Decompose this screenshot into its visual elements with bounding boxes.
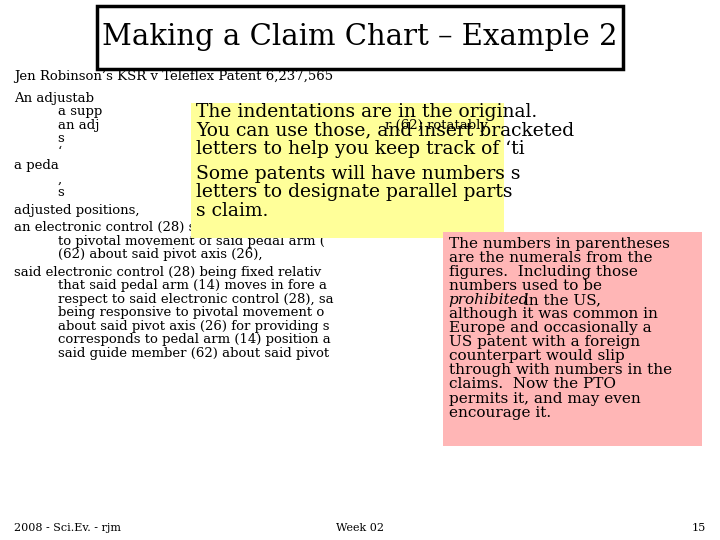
Text: 2008 - Sci.Ev. - rjm: 2008 - Sci.Ev. - rjm: [14, 523, 122, 533]
Text: permits it, and may even: permits it, and may even: [449, 392, 640, 406]
Text: adjusted positions,: adjusted positions,: [14, 204, 140, 217]
Text: Week 02: Week 02: [336, 523, 384, 533]
Text: that said pedal arm (14) moves in fore a: that said pedal arm (14) moves in fore a: [58, 279, 327, 292]
Text: although it was common in: although it was common in: [449, 307, 657, 321]
Text: claims.  Now the PTO: claims. Now the PTO: [449, 377, 616, 392]
Text: letters to help you keep track of ‘ti: letters to help you keep track of ‘ti: [196, 140, 524, 158]
Text: encourage it.: encourage it.: [449, 406, 551, 420]
Text: through with numbers in the: through with numbers in the: [449, 363, 672, 377]
Text: corresponds to pedal arm (14) position a: corresponds to pedal arm (14) position a: [58, 333, 330, 346]
Text: are the numerals from the: are the numerals from the: [449, 251, 652, 265]
Text: Europe and occasionally a: Europe and occasionally a: [449, 321, 651, 335]
Text: s: s: [58, 132, 64, 145]
Text: said electronic control (28) being fixed relativ: said electronic control (28) being fixed…: [14, 266, 322, 279]
Text: s claim.: s claim.: [196, 201, 269, 220]
Bar: [443, 232, 702, 446]
Text: figures.  Including those: figures. Including those: [449, 265, 637, 279]
Text: a supp: a supp: [58, 105, 102, 118]
FancyBboxPatch shape: [97, 6, 623, 69]
Text: counterpart would slip: counterpart would slip: [449, 349, 624, 363]
Text: letters to designate parallel parts: letters to designate parallel parts: [196, 183, 513, 201]
Text: r (62) rotatably: r (62) rotatably: [385, 119, 488, 132]
Text: You can use those, and insert bracketed: You can use those, and insert bracketed: [196, 122, 574, 140]
Text: Some patents will have numbers s: Some patents will have numbers s: [196, 165, 521, 183]
Text: Jen Robinson’s KSR v Teleflex Patent 6,237,565: Jen Robinson’s KSR v Teleflex Patent 6,2…: [14, 70, 333, 83]
Text: an electronic control (28) supported on said s: an electronic control (28) supported on …: [14, 221, 320, 234]
Text: an adj: an adj: [58, 119, 99, 132]
Text: Making a Claim Chart – Example 2: Making a Claim Chart – Example 2: [102, 23, 618, 51]
Text: 15: 15: [691, 523, 706, 533]
Bar: [191, 103, 504, 238]
Text: prohibited: prohibited: [449, 293, 529, 307]
Text: US patent with a foreign: US patent with a foreign: [449, 335, 639, 349]
Text: being responsive to pivotal movement o: being responsive to pivotal movement o: [58, 306, 324, 319]
Text: in the US,: in the US,: [519, 293, 601, 307]
Text: The indentations are in the original.: The indentations are in the original.: [196, 103, 537, 122]
Text: (62) about said pivot axis (26),: (62) about said pivot axis (26),: [58, 248, 262, 261]
Text: respect to said electronic control (28), sa: respect to said electronic control (28),…: [58, 293, 333, 306]
Text: The numbers in parentheses: The numbers in parentheses: [449, 237, 670, 251]
Text: s: s: [58, 186, 64, 199]
Text: ,: ,: [58, 173, 62, 186]
Text: to pivotal movement of said pedal arm (: to pivotal movement of said pedal arm (: [58, 235, 325, 248]
Text: An adjustab: An adjustab: [14, 92, 94, 105]
Text: said guide member (62) about said pivot: said guide member (62) about said pivot: [58, 347, 329, 360]
Text: ‘: ‘: [58, 146, 62, 159]
Text: a peda: a peda: [14, 159, 59, 172]
Text: about said pivot axis (26) for providing s: about said pivot axis (26) for providing…: [58, 320, 329, 333]
Text: numbers used to be: numbers used to be: [449, 279, 601, 293]
